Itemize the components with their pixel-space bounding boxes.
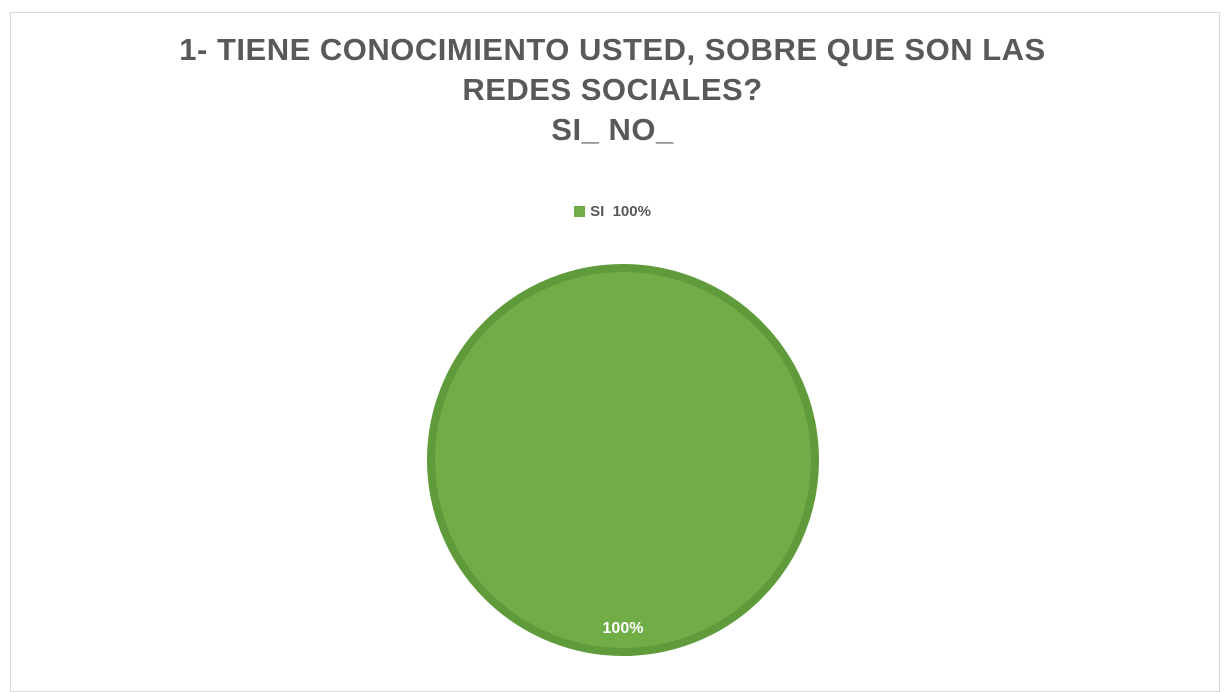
pie-chart: 100% xyxy=(427,264,819,656)
chart-title-line-1: 1- TIENE CONOCIMIENTO USTED, SOBRE QUE S… xyxy=(179,32,1046,67)
legend-swatch-si xyxy=(574,206,586,217)
chart-title-line-3: SI_ NO_ xyxy=(551,112,674,147)
chart-legend: SI 100% xyxy=(0,203,1225,220)
data-label-0: 100% xyxy=(603,620,644,637)
legend-label-si: SI 100% xyxy=(590,203,651,220)
chart-title-line-2: REDES SOCIALES? xyxy=(462,72,763,107)
pie-slice-0 xyxy=(427,264,819,656)
chart-title: 1- TIENE CONOCIMIENTO USTED, SOBRE QUE S… xyxy=(0,30,1225,150)
